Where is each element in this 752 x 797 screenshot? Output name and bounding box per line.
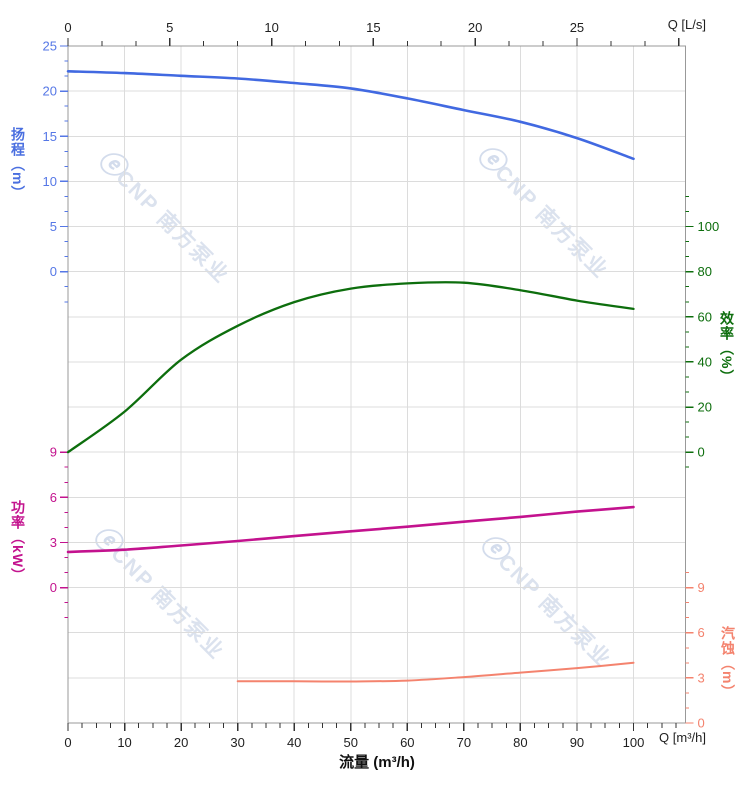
svg-text:20: 20	[698, 400, 712, 415]
top-axis-labels: 0 5 10 15 20 25	[64, 20, 584, 35]
svg-text:0: 0	[698, 715, 705, 730]
svg-text:3: 3	[50, 535, 57, 550]
svg-text:10: 10	[43, 174, 57, 189]
svg-text:0: 0	[50, 580, 57, 595]
svg-text:20: 20	[174, 735, 188, 750]
head-axis-labels: 25 20 15 10 5 0	[43, 39, 57, 280]
svg-text:40: 40	[698, 354, 712, 369]
svg-text:5: 5	[166, 20, 173, 35]
svg-text:25: 25	[43, 39, 57, 54]
svg-text:0: 0	[50, 264, 57, 279]
svg-text:0: 0	[64, 735, 71, 750]
head-axis	[60, 45, 68, 303]
svg-text:80: 80	[513, 735, 527, 750]
top-axis-unit-label: Q [L/s]	[667, 17, 706, 32]
svg-text:6: 6	[698, 625, 705, 640]
efficiency-curve	[66, 281, 635, 454]
svg-text:15: 15	[366, 20, 380, 35]
bottom-axis-unit-label: Q [m³/h]	[659, 730, 706, 745]
svg-text:25: 25	[570, 20, 584, 35]
svg-text:50: 50	[344, 735, 358, 750]
head-axis-title: 扬程（m）	[10, 127, 26, 201]
svg-text:9: 9	[698, 580, 705, 595]
npsh-axis-title: 汽蚀（m）	[720, 626, 736, 700]
svg-text:60: 60	[400, 735, 414, 750]
svg-text:20: 20	[468, 20, 482, 35]
svg-text:5: 5	[50, 219, 57, 234]
efficiency-axis-title: 效率（%）	[719, 311, 735, 385]
svg-text:40: 40	[287, 735, 301, 750]
eff-axis	[685, 195, 694, 468]
svg-text:10: 10	[117, 735, 131, 750]
svg-text:10: 10	[264, 20, 278, 35]
svg-text:100: 100	[623, 735, 645, 750]
svg-text:100: 100	[698, 219, 720, 234]
power-axis-title: 功率（kW）	[10, 500, 26, 583]
bottom-axis-labels: 0 10 20 30 40 50 60 70 80 90 100	[64, 735, 644, 750]
plot-border	[67, 45, 686, 724]
bottom-axis	[67, 722, 677, 731]
top-axis	[67, 38, 680, 46]
x-axis-title: 流量 (m³/h)	[339, 754, 415, 771]
svg-text:60: 60	[698, 309, 712, 324]
svg-text:9: 9	[50, 445, 57, 460]
npsh-curve	[236, 661, 635, 683]
power-axis-labels: 9 6 3 0	[50, 445, 57, 595]
svg-text:90: 90	[570, 735, 584, 750]
svg-text:80: 80	[698, 264, 712, 279]
svg-text:6: 6	[50, 490, 57, 505]
gridlines	[68, 46, 686, 723]
svg-text:30: 30	[230, 735, 244, 750]
svg-text:3: 3	[698, 670, 705, 685]
npsh-axis	[685, 572, 694, 724]
svg-text:20: 20	[43, 84, 57, 99]
svg-text:15: 15	[43, 129, 57, 144]
svg-text:0: 0	[698, 445, 705, 460]
power-axis	[60, 451, 68, 619]
svg-text:0: 0	[64, 20, 71, 35]
power-curve	[66, 505, 635, 554]
svg-text:70: 70	[457, 735, 471, 750]
npsh-axis-labels: 9 6 3 0	[698, 580, 705, 730]
head-curve	[66, 70, 635, 161]
eff-axis-labels: 100 80 60 40 20 0	[698, 219, 720, 460]
